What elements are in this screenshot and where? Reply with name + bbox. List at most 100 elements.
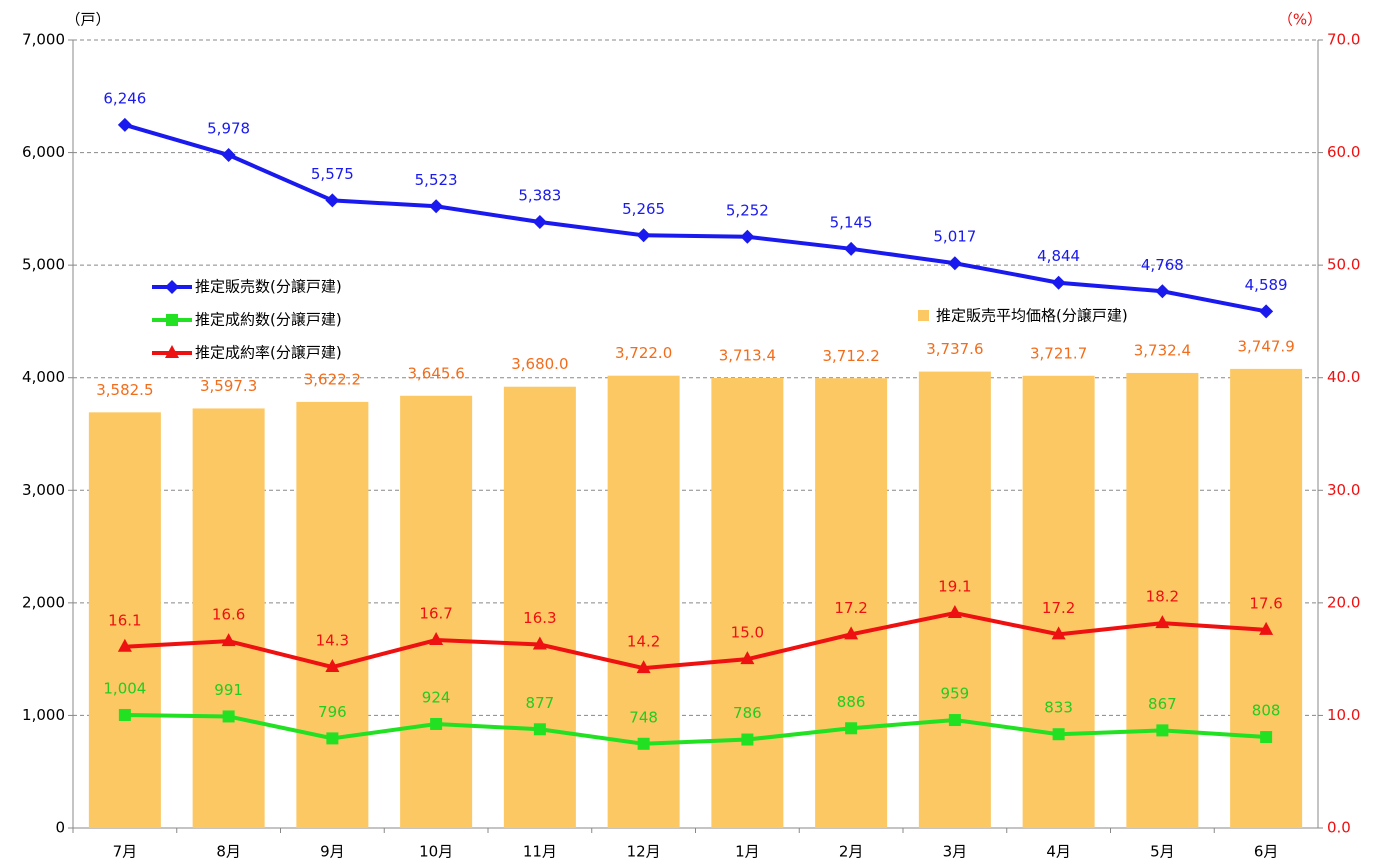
marker (740, 651, 755, 665)
marker (1155, 284, 1170, 299)
marker (430, 717, 443, 730)
line-value-label: 16.7 (419, 605, 452, 623)
marker (117, 117, 132, 132)
line-value-label: 6,246 (103, 89, 146, 107)
bar (815, 378, 888, 828)
bar-value-label: 3,722.0 (615, 344, 672, 362)
y-tick-label: 7,000 (22, 31, 65, 49)
marker (221, 633, 236, 647)
legend-label: 推定成約率(分譲戸建) (195, 344, 342, 362)
bar-value-label: 3,712.2 (822, 347, 879, 365)
x-tick-label: 11月 (523, 843, 557, 861)
line-value-label: 14.3 (316, 632, 349, 650)
marker (1051, 626, 1066, 640)
marker (325, 193, 340, 208)
line-value-label: 877 (526, 694, 555, 712)
line-value-label: 17.2 (834, 599, 867, 617)
y-tick-label: 6,000 (22, 143, 65, 161)
bar (88, 412, 161, 828)
bar-value-label: 3,645.6 (407, 364, 464, 382)
line-value-label: 16.3 (523, 609, 556, 627)
x-tick-label: 4月 (1046, 843, 1071, 861)
legend-swatch (918, 310, 929, 321)
legend-label: 推定販売数(分譲戸建) (195, 278, 342, 296)
bar-value-label: 3,597.3 (200, 377, 257, 395)
x-tick-label: 10月 (419, 843, 453, 861)
bar (918, 371, 991, 828)
bar-value-label: 3,713.4 (719, 346, 776, 364)
y-tick-label: 5,000 (22, 256, 65, 274)
y2-tick-label: 10.0 (1327, 706, 1360, 724)
marker (429, 199, 444, 214)
marker (1155, 615, 1170, 629)
line-value-label: 15.0 (731, 624, 764, 642)
marker (166, 314, 178, 326)
marker (636, 228, 651, 243)
y-tick-label: 0 (55, 819, 65, 837)
bar (192, 408, 265, 828)
y2-tick-label: 40.0 (1327, 368, 1360, 386)
marker (532, 636, 547, 650)
line-value-label: 4,589 (1245, 276, 1288, 294)
line-value-label: 4,768 (1141, 256, 1184, 274)
marker (165, 280, 179, 294)
bar (1230, 368, 1303, 828)
line-value-label: 5,252 (726, 201, 769, 219)
marker (948, 714, 961, 727)
marker (845, 722, 858, 735)
marker (429, 632, 444, 646)
line-value-label: 786 (733, 704, 762, 722)
x-tick-label: 2月 (839, 843, 864, 861)
bar (503, 386, 576, 828)
marker (1259, 621, 1274, 635)
x-tick-label: 6月 (1254, 843, 1279, 861)
marker (1260, 731, 1273, 744)
line-value-label: 5,383 (518, 187, 561, 205)
y-tick-label: 4,000 (22, 368, 65, 386)
marker (741, 733, 754, 746)
line-value-label: 19.1 (938, 577, 971, 595)
y2-axis-unit: （%） (1278, 11, 1322, 29)
legend-label: 推定成約数(分譲戸建) (195, 311, 342, 329)
marker (637, 737, 650, 750)
line-value-label: 1,004 (103, 679, 146, 697)
line-value-label: 4,844 (1037, 247, 1080, 265)
marker (117, 638, 132, 652)
line-value-label: 5,523 (415, 171, 458, 189)
line-value-label: 17.2 (1042, 599, 1075, 617)
y-tick-label: 1,000 (22, 706, 65, 724)
line-value-label: 5,978 (207, 120, 250, 138)
y2-tick-label: 70.0 (1327, 31, 1360, 49)
bar-value-label: 3,622.2 (304, 370, 361, 388)
marker (165, 345, 179, 358)
bar-value-label: 3,721.7 (1030, 344, 1087, 362)
x-tick-label: 7月 (113, 843, 138, 861)
bar (1126, 372, 1199, 828)
x-tick-label: 5月 (1150, 843, 1175, 861)
marker (947, 256, 962, 271)
bar-value-label: 3,732.4 (1134, 341, 1191, 359)
marker (636, 660, 651, 674)
marker (844, 626, 859, 640)
bar-value-label: 3,680.0 (511, 355, 568, 373)
marker (844, 241, 859, 256)
bar (400, 395, 473, 828)
bar (1022, 375, 1095, 828)
marker (326, 732, 339, 745)
bar (296, 401, 369, 828)
line-value-label: 796 (318, 703, 347, 721)
line-value-label: 5,017 (933, 228, 976, 246)
line-value-label: 748 (629, 708, 658, 726)
marker (118, 708, 131, 721)
bar (711, 377, 784, 828)
marker (1156, 724, 1169, 737)
line-value-label: 5,575 (311, 165, 354, 183)
line (124, 122, 1267, 314)
line-value-label: 17.6 (1249, 594, 1282, 612)
bar (607, 375, 680, 828)
y2-tick-label: 0.0 (1327, 819, 1351, 837)
x-tick-label: 1月 (735, 843, 760, 861)
marker (532, 215, 547, 230)
marker (1051, 275, 1066, 290)
